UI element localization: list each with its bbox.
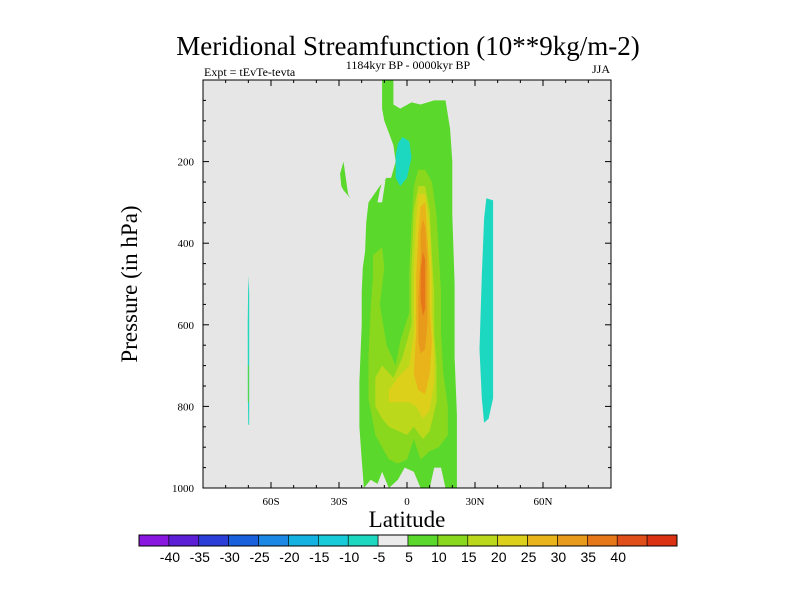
- colorbar-labels: -40 -35 -30 -25 -20 -15 -10 -5 5 10 15 20 25 30 35 40: [160, 549, 626, 565]
- x-tick-label: 30N: [466, 496, 485, 508]
- colorbar-swatch: [407, 534, 439, 547]
- colorbar-swatch: [318, 534, 349, 547]
- colorbar-swatch: [347, 534, 379, 547]
- colorbar-label: 25: [521, 549, 537, 565]
- colorbar-label: 40: [610, 549, 626, 565]
- colorbar-swatch: [138, 534, 170, 547]
- contour-regions: [247, 80, 494, 488]
- colorbar-label: 15: [461, 549, 477, 565]
- colorbar-swatch: [616, 534, 648, 547]
- colorbar-label: -10: [339, 549, 359, 565]
- colorbar-label: -5: [373, 549, 386, 565]
- colorbar-label: -20: [279, 549, 299, 565]
- x-tick-label: 30S: [330, 496, 347, 508]
- contour-region-dark-orange-core: [420, 251, 426, 317]
- x-tick-label: 60N: [534, 496, 553, 508]
- y-tick-label: 200: [178, 157, 195, 169]
- colorbar: -40 -35 -30 -25 -20 -15 -10 -5 5 10 15 20 25 30 35 40: [138, 534, 678, 565]
- contour-region-cyan-north-strip: [479, 198, 494, 423]
- colorbar-label: 20: [491, 549, 507, 565]
- chart-title: Meridional Streamfunction (10**9kg/m-2): [176, 31, 639, 61]
- colorbar-frame: [138, 534, 678, 547]
- y-axis-label: Pressure (in hPa): [117, 205, 142, 362]
- contour-region-gray-gap-left: [377, 180, 386, 203]
- colorbar-swatch: [557, 534, 588, 547]
- contour-region-green-south-speck: [247, 365, 249, 403]
- time-range-label: 1184kyr BP - 0000kyr BP: [346, 58, 471, 72]
- axis-ticks: [202, 79, 612, 489]
- axis-tick-labels: 60S 30S 0 30N 60N 200 400 600 800 1000: [172, 157, 553, 508]
- colorbar-label: -35: [190, 549, 210, 565]
- colorbar-label: -15: [309, 549, 329, 565]
- season-label: JJA: [592, 62, 610, 76]
- colorbar-swatch: [288, 534, 319, 547]
- y-tick-label: 1000: [172, 483, 195, 495]
- x-axis-label: Latitude: [369, 507, 446, 532]
- contour-region-green-sliver-left: [340, 161, 351, 199]
- colorbar-swatch: [467, 534, 498, 547]
- x-tick-label: 60S: [262, 496, 279, 508]
- colorbar-swatch: [437, 534, 469, 547]
- colorbar-swatch: [587, 534, 618, 547]
- y-tick-label: 600: [178, 320, 195, 332]
- colorbar-swatch: [377, 534, 409, 547]
- colorbar-swatch: [168, 534, 200, 547]
- colorbar-label: 30: [551, 549, 567, 565]
- colorbar-swatch: [527, 534, 558, 547]
- colorbar-label: -25: [249, 549, 269, 565]
- colorbar-label: 5: [405, 549, 413, 565]
- colorbar-label: -30: [220, 549, 240, 565]
- colorbar-swatch: [646, 534, 678, 547]
- colorbar-swatch: [198, 534, 229, 547]
- colorbar-swatch: [497, 534, 528, 547]
- colorbar-swatch: [228, 534, 259, 547]
- colorbar-swatch: [258, 534, 289, 547]
- y-tick-label: 400: [178, 238, 195, 250]
- contour-region-cyan-upper-cell: [395, 137, 412, 187]
- experiment-label: Expt = tEvTe-tevta: [204, 65, 296, 79]
- y-tick-label: 800: [178, 401, 195, 413]
- colorbar-label: 10: [431, 549, 447, 565]
- plot-area: 60S 30S 0 30N 60N 200 400 600 800 1000: [172, 79, 612, 508]
- colorbar-label: -40: [160, 549, 180, 565]
- colorbar-label: 35: [581, 549, 597, 565]
- colorbar-swatches: [138, 534, 678, 547]
- x-tick-label: 0: [404, 496, 410, 508]
